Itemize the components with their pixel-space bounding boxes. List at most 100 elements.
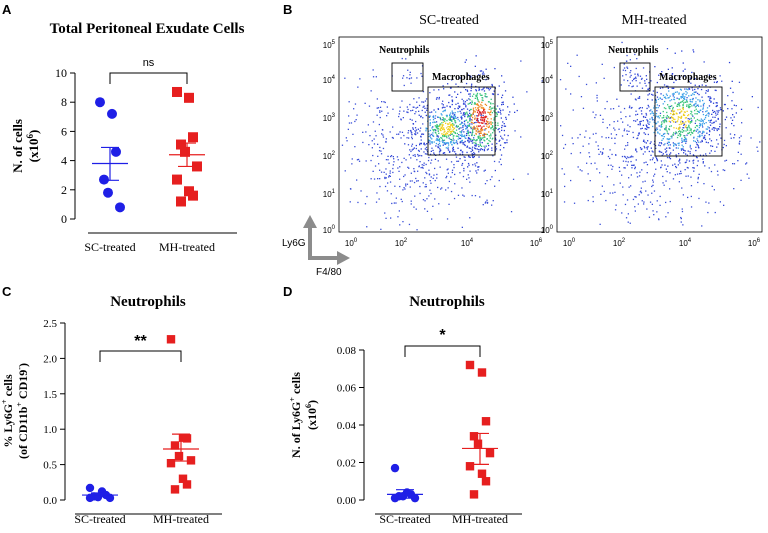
flow-event — [710, 140, 713, 142]
flow-event — [624, 167, 626, 169]
flow-event — [413, 106, 415, 108]
flow-event — [733, 188, 735, 190]
flow-event — [676, 91, 678, 93]
flow-event — [690, 176, 692, 178]
flow-event — [731, 80, 733, 82]
flow-event — [694, 122, 696, 124]
flow-event — [626, 133, 628, 135]
flow-event — [429, 180, 431, 182]
flow-event — [496, 113, 498, 116]
flow-event — [484, 147, 486, 149]
flow-event — [690, 129, 692, 131]
flow-event — [670, 78, 672, 80]
flow-event — [673, 143, 675, 145]
flow-plot-title-mh: MH-treated — [621, 13, 686, 28]
flow-event — [686, 154, 688, 156]
flow-event — [663, 136, 665, 138]
flow-event — [386, 106, 388, 108]
flow-event — [691, 98, 693, 101]
flow-event — [425, 146, 428, 149]
flow-event — [454, 108, 456, 110]
flow-event — [464, 125, 466, 127]
flow-event — [440, 126, 443, 128]
flow-event — [375, 135, 377, 137]
flow-event — [411, 138, 413, 140]
flow-event — [441, 122, 443, 124]
flow-event — [360, 190, 362, 192]
flow-event — [447, 187, 449, 189]
flow-event — [692, 154, 695, 156]
flow-event — [469, 123, 471, 125]
flow-event — [461, 153, 464, 155]
flow-event — [470, 85, 473, 87]
flow-event — [458, 128, 460, 130]
flow-event — [486, 180, 488, 182]
flow-event — [435, 139, 437, 141]
flow-event — [376, 98, 378, 100]
flow-event — [682, 105, 684, 107]
x-category-label: SC-treated — [379, 512, 430, 526]
flow-event — [451, 103, 453, 106]
flow-event — [665, 93, 668, 95]
flow-event — [495, 124, 497, 126]
flow-event — [714, 164, 716, 166]
flow-event — [433, 109, 435, 111]
flow-event — [417, 155, 420, 157]
flow-event — [422, 182, 424, 184]
flow-event — [430, 162, 432, 164]
flow-event — [631, 86, 633, 88]
flow-event — [482, 107, 484, 109]
flow-event — [448, 128, 451, 131]
flow-event — [666, 130, 668, 132]
flow-event — [464, 137, 467, 139]
flow-event — [397, 159, 399, 161]
flow-event — [498, 131, 501, 133]
flow-event — [503, 142, 506, 144]
flow-event — [662, 153, 664, 155]
flow-event — [471, 194, 473, 197]
flow-event — [481, 89, 483, 91]
flow-event — [476, 111, 479, 114]
flow-event — [458, 105, 460, 107]
flow-event — [501, 126, 503, 129]
flow-event — [471, 149, 474, 152]
flow-event — [472, 139, 474, 142]
flow-event — [672, 106, 674, 109]
flow-event — [448, 144, 450, 146]
flow-event — [444, 110, 446, 112]
flow-event — [459, 137, 462, 140]
flow-event — [487, 123, 490, 125]
flow-event — [667, 104, 669, 106]
flow-event — [690, 148, 692, 150]
data-point-square — [184, 92, 194, 103]
flow-event — [466, 132, 468, 135]
flow-event — [660, 125, 662, 127]
flow-event — [378, 123, 380, 126]
data-point-circle — [390, 493, 400, 503]
flow-event — [418, 104, 421, 107]
flow-event — [633, 120, 635, 122]
flow-event — [463, 123, 465, 125]
flow-event — [429, 92, 431, 94]
flow-event — [382, 136, 385, 138]
flow-event — [691, 114, 693, 116]
flow-event — [450, 139, 453, 141]
data-point-square — [465, 360, 475, 370]
flow-event — [438, 139, 440, 141]
flow-event — [370, 178, 372, 180]
flow-event — [445, 177, 447, 179]
flow-event — [629, 82, 631, 84]
flow-event — [629, 59, 631, 61]
flow-event — [446, 115, 448, 118]
flow-event — [387, 155, 389, 157]
flow-event — [476, 92, 479, 95]
flow-event — [453, 118, 455, 120]
flow-event — [576, 54, 578, 56]
flow-event — [441, 128, 444, 131]
flow-event — [666, 156, 669, 159]
flow-event — [429, 122, 431, 124]
flow-event — [678, 128, 680, 130]
flow-event — [481, 142, 483, 144]
flow-event — [712, 116, 714, 118]
flow-event — [415, 208, 417, 210]
